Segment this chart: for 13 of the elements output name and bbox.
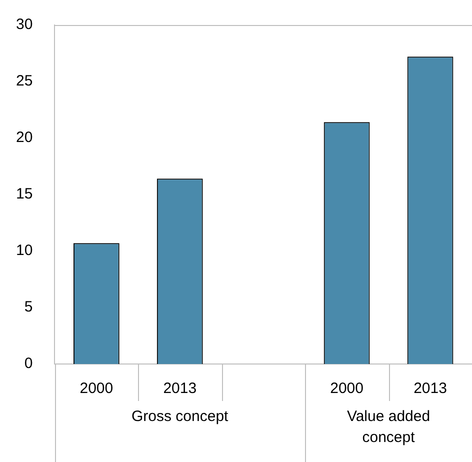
x-tick-label: 2000 [330,380,364,398]
text: Value added concept [346,407,432,448]
y-tick-label: 0 [24,355,33,372]
y-tick-label: 15 [16,186,33,203]
y-tick-label: 25 [16,72,33,90]
x-tick-label: 2000 [80,380,114,398]
y-tick-label: 10 [16,242,33,260]
y-tick-label: 20 [16,129,33,146]
x-tick-label: 2013 [414,380,447,398]
x-tick-label: 2013 [163,380,197,398]
y-tick-label: 5 [24,298,33,316]
text: Gross concept [130,407,230,427]
y-tick-label: 30 [16,16,33,34]
